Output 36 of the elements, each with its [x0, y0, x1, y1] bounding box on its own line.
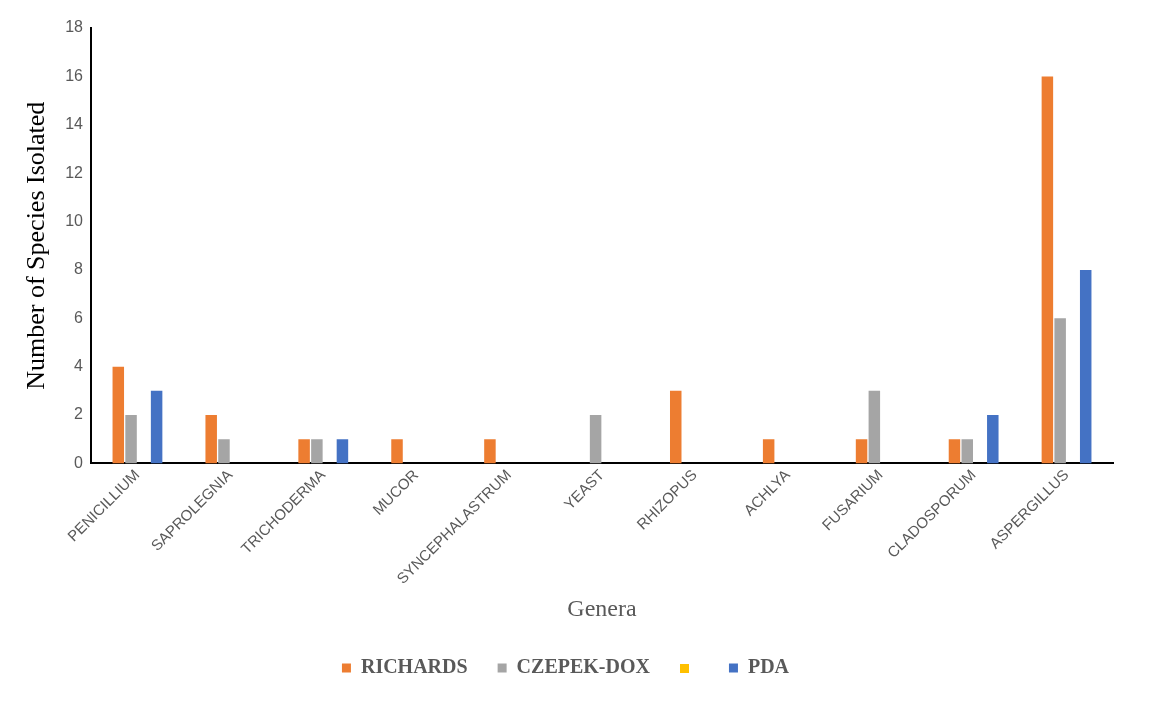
y-tick-label: 4	[74, 357, 84, 375]
bar	[150, 390, 163, 464]
legend-label: PDA	[747, 655, 790, 678]
bar	[218, 439, 230, 464]
bar	[961, 439, 973, 464]
bar	[125, 415, 137, 464]
bar	[484, 439, 496, 464]
bar	[391, 439, 403, 464]
bar	[336, 439, 349, 464]
y-tick-label: 18	[65, 18, 84, 36]
bar	[670, 390, 682, 464]
x-axis-title: Genera	[567, 594, 637, 621]
bar	[948, 439, 961, 464]
bar	[855, 439, 868, 464]
y-tick-label: 14	[65, 115, 84, 133]
y-tick-label: 16	[65, 66, 84, 84]
y-tick-label: 6	[74, 308, 84, 326]
bar	[298, 439, 310, 464]
bar	[1079, 269, 1092, 464]
bar	[205, 415, 217, 464]
legend-label: RICHARDS	[360, 655, 468, 678]
bar	[311, 439, 323, 464]
y-tick-label: 8	[74, 260, 84, 278]
y-tick-label: 2	[74, 405, 84, 423]
y-tick-label: 0	[74, 453, 84, 471]
bar	[762, 439, 775, 464]
bar	[1041, 76, 1054, 464]
bar	[589, 415, 602, 464]
bar	[868, 390, 881, 464]
bar	[1054, 318, 1066, 464]
y-axis-title: Number of Species Isolated	[21, 101, 51, 390]
bar	[987, 415, 999, 464]
y-tick-label: 10	[65, 211, 84, 229]
bar	[112, 366, 125, 464]
y-tick-label: 12	[65, 163, 84, 181]
legend-label: CZEPEK-DOX	[516, 655, 651, 678]
